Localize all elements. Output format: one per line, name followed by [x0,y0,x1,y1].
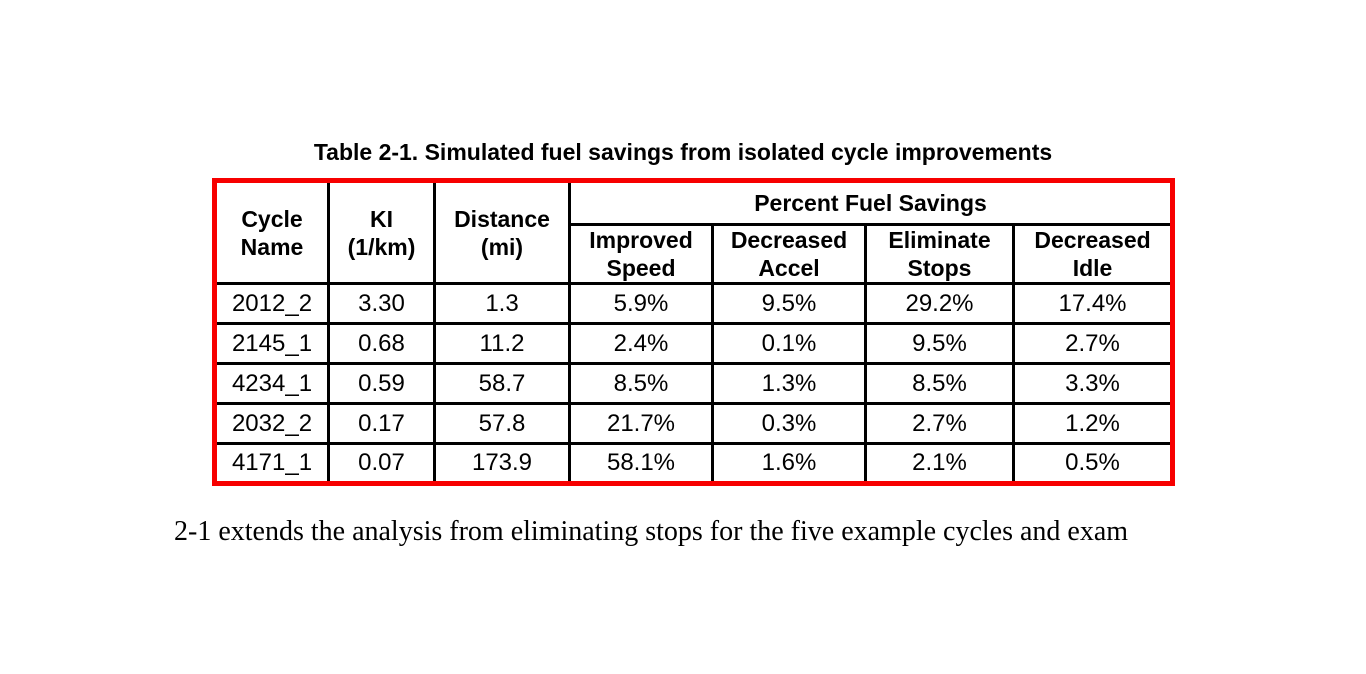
col-header-ki: KI (1/km) [327,178,436,286]
cell-ki: 0.07 [327,442,436,486]
cell-decreased-idle: 2.7% [1011,322,1175,366]
cell-ki: 3.30 [327,282,436,326]
cell-cycle-name: 2012_2 [213,282,330,326]
body-text: 2-1 extends the analysis from eliminatin… [174,516,1129,547]
table-caption: Table 2-1. Simulated fuel savings from i… [313,139,1053,165]
col-header-eliminate-stops: Eliminate Stops [864,222,1015,286]
cell-cycle-name: 2032_2 [213,402,330,446]
cell-cycle-name: 4171_1 [213,442,330,486]
cell-decreased-accel: 1.3% [711,362,867,406]
cell-distance: 58.7 [433,362,571,406]
cell-decreased-idle: 17.4% [1011,282,1175,326]
cell-improved-speed: 21.7% [568,402,714,446]
cell-ki: 0.68 [327,322,436,366]
cell-distance: 1.3 [433,282,571,326]
col-header-distance: Distance (mi) [433,178,571,286]
cell-improved-speed: 2.4% [568,322,714,366]
cell-decreased-accel: 0.1% [711,322,867,366]
header-row-group: Cycle Name KI (1/km) Distance (mi) Perce… [213,178,1175,286]
header-row-sub: Improved Speed Decreased Accel Eliminate… [215,222,1175,286]
cell-cycle-name: 4234_1 [213,362,330,406]
table-row: 4234_1 0.59 58.7 8.5% 1.3% 8.5% 3.3% [213,362,1175,406]
cell-improved-speed: 58.1% [568,442,714,486]
cell-eliminate-stops: 8.5% [864,362,1015,406]
cell-improved-speed: 8.5% [568,362,714,406]
cell-distance: 11.2 [433,322,571,366]
cell-distance: 173.9 [433,442,571,486]
table-row: 2032_2 0.17 57.8 21.7% 0.3% 2.7% 1.2% [213,402,1175,446]
fuel-savings-table: Cycle Name KI (1/km) Distance (mi) Perce… [212,178,1176,487]
cell-distance: 57.8 [433,402,571,446]
cell-eliminate-stops: 29.2% [864,282,1015,326]
cell-decreased-idle: 3.3% [1011,362,1175,406]
cell-ki: 0.59 [327,362,436,406]
table-row: 4171_1 0.07 173.9 58.1% 1.6% 2.1% 0.5% [213,442,1175,486]
col-header-percent-fuel-savings: Percent Fuel Savings [567,179,1175,226]
cell-cycle-name: 2145_1 [213,322,330,366]
col-header-cycle-name: Cycle Name [213,178,330,286]
cell-decreased-accel: 9.5% [711,282,867,326]
cell-decreased-idle: 0.5% [1011,442,1175,486]
col-header-improved-speed: Improved Speed [568,222,714,286]
cell-ki: 0.17 [327,402,436,446]
table-row: 2012_2 3.30 1.3 5.9% 9.5% 29.2% 17.4% [213,282,1175,326]
col-header-decreased-idle: Decreased Idle [1011,222,1175,286]
cell-improved-speed: 5.9% [568,282,714,326]
table-row: 2145_1 0.68 11.2 2.4% 0.1% 9.5% 2.7% [213,322,1175,366]
cell-decreased-accel: 1.6% [711,442,867,486]
cell-decreased-accel: 0.3% [711,402,867,446]
cell-eliminate-stops: 9.5% [864,322,1015,366]
col-header-decreased-accel: Decreased Accel [711,222,867,286]
cell-decreased-idle: 1.2% [1011,402,1175,446]
cell-eliminate-stops: 2.1% [864,442,1015,486]
cell-eliminate-stops: 2.7% [864,402,1015,446]
